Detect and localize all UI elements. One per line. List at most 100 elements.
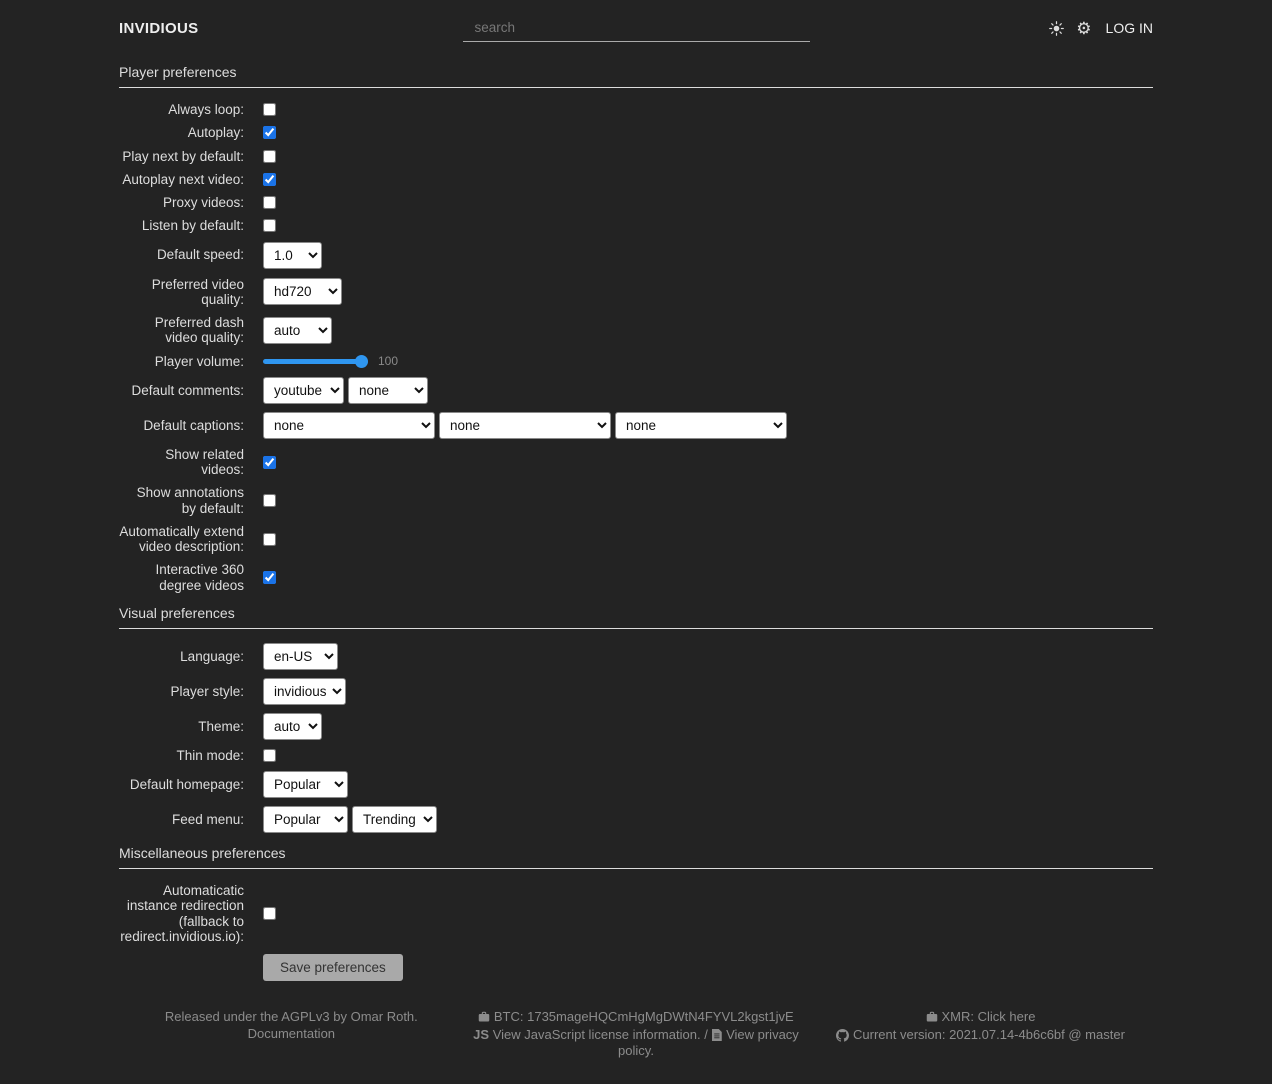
proxy-videos-label: Proxy videos: — [162, 195, 244, 210]
section-title-visual: Visual preferences — [119, 605, 1153, 629]
pref-row-autoplay: Autoplay: — [119, 125, 1153, 140]
pref-row-preferred-quality: Preferred video quality: hd720 — [119, 277, 1153, 308]
file-icon — [711, 1028, 723, 1044]
autoplay-label: Autoplay: — [187, 125, 244, 141]
js-license-link[interactable]: View JavaScript license information. — [492, 1026, 701, 1042]
section-title-player: Player preferences — [119, 64, 1153, 88]
theme-select[interactable]: auto — [263, 712, 322, 740]
thin-mode-label: Thin mode: — [176, 747, 244, 763]
pref-row-player-volume: Player volume: 100 — [119, 354, 1153, 369]
pref-row-feed-menu: Feed menu: Popular Trending — [119, 806, 1153, 833]
default-comments-select-1[interactable]: youtube — [263, 376, 344, 404]
pref-row-preferred-dash-quality: Preferred dash video quality: auto — [119, 315, 1153, 346]
listen-default-label: Listen by default: — [141, 218, 244, 234]
player-volume-label: Player volume: — [154, 353, 244, 369]
invidious-logo[interactable]: INVIDIOUS — [119, 19, 199, 37]
documentation-link[interactable]: Documentation — [247, 1025, 336, 1041]
proxy-videos-checkbox[interactable] — [263, 196, 276, 210]
default-speed-label: Default speed: — [156, 247, 244, 263]
default-speed-select[interactable]: 1.0 — [263, 241, 322, 269]
pref-row-autoplay-next: Autoplay next video: — [119, 172, 1153, 187]
save-preferences-button[interactable]: Save preferences — [263, 954, 403, 981]
preferences-gear-icon[interactable]: ⚙ — [1076, 18, 1092, 38]
github-icon — [836, 1028, 850, 1044]
pref-row-related-videos: Show related videos: — [119, 447, 1153, 478]
thin-mode-checkbox[interactable] — [263, 748, 276, 762]
vr-mode-checkbox[interactable] — [263, 571, 276, 584]
pref-row-proxy-videos: Proxy videos: — [119, 195, 1153, 210]
search-input[interactable] — [462, 14, 810, 42]
footer-middle: BTC: 1735mageHQCmHgMgDWtN4FYVL2kgst1jvE … — [464, 1009, 809, 1060]
player-style-select[interactable]: invidious — [263, 677, 346, 705]
theme-toggle-sun-icon[interactable] — [1049, 20, 1065, 36]
pref-row-default-speed: Default speed: 1.0 — [119, 241, 1153, 269]
footer-left: Released under the AGPLv3 by Omar Roth. … — [119, 1009, 464, 1060]
pref-row-thin-mode: Thin mode: — [119, 748, 1153, 763]
pref-row-always-loop: Always loop: — [119, 102, 1153, 117]
listen-default-checkbox[interactable] — [263, 219, 276, 233]
xmr-label: XMR: — [941, 1009, 975, 1024]
autoplay-checkbox[interactable] — [263, 126, 276, 140]
pref-row-language: Language: en-US — [119, 642, 1153, 670]
pref-row-default-comments: Default comments: youtube none — [119, 376, 1153, 404]
xmr-link[interactable]: Click here — [977, 1009, 1036, 1024]
annotations-checkbox[interactable] — [263, 494, 276, 507]
player-style-label: Player style: — [170, 683, 244, 699]
pref-row-auto-redirect: Automaticatic instance redirection (fall… — [119, 883, 1153, 944]
top-bar: INVIDIOUS ⚙ LOG IN — [0, 0, 1272, 42]
version-text: Current version: 2021.07.14-4b6c6bf @ ma… — [853, 1026, 1125, 1042]
footer-right: XMR: Click here Current version: 2021.07… — [808, 1009, 1153, 1060]
always-loop-checkbox[interactable] — [263, 103, 276, 117]
version-line: Current version: 2021.07.14-4b6c6bf @ ma… — [808, 1027, 1153, 1044]
btc-line: BTC: 1735mageHQCmHgMgDWtN4FYVL2kgst1jvE — [464, 1009, 809, 1026]
related-videos-checkbox[interactable] — [263, 455, 276, 469]
javascript-icon: JS — [473, 1026, 490, 1042]
annotations-label: Show annotations by default: — [136, 485, 244, 516]
feed-menu-select-2[interactable]: Trending — [352, 806, 437, 833]
wallet-icon — [478, 1010, 490, 1026]
always-loop-label: Always loop: — [168, 102, 244, 117]
default-comments-label: Default comments: — [131, 382, 244, 398]
auto-redirect-checkbox[interactable] — [263, 907, 276, 920]
extend-desc-checkbox[interactable] — [263, 532, 276, 546]
default-captions-select-3[interactable]: none — [615, 411, 787, 439]
player-volume-slider[interactable] — [263, 358, 368, 364]
default-captions-select-2[interactable]: none — [439, 411, 611, 439]
default-comments-select-2[interactable]: none — [348, 376, 428, 404]
preferred-quality-select[interactable]: hd720 — [263, 278, 342, 306]
pref-row-play-next: Play next by default: — [119, 149, 1153, 164]
pref-row-vr-mode: Interactive 360 degree videos — [119, 562, 1153, 593]
feed-menu-label: Feed menu: — [171, 811, 244, 827]
license-text: Released under the AGPLv3 by Omar Roth. — [164, 1009, 418, 1024]
default-captions-select-1[interactable]: none — [263, 411, 435, 439]
pref-row-homepage: Default homepage: Popular — [119, 771, 1153, 798]
extend-desc-label: Automatically extend video description: — [119, 523, 244, 554]
preferred-dash-quality-select[interactable]: auto — [263, 316, 332, 344]
homepage-label: Default homepage: — [129, 776, 244, 792]
section-title-misc: Miscellaneous preferences — [119, 845, 1153, 869]
pref-row-default-captions: Default captions: none none none — [119, 411, 1153, 439]
feed-menu-select-1[interactable]: Popular — [263, 806, 348, 833]
theme-label: Theme: — [198, 718, 244, 734]
login-link[interactable]: LOG IN — [1105, 20, 1153, 36]
vr-mode-label: Interactive 360 degree videos — [155, 562, 244, 593]
player-volume-value: 100 — [378, 354, 399, 369]
footer: Released under the AGPLv3 by Omar Roth. … — [119, 1009, 1153, 1084]
autoplay-next-checkbox[interactable] — [263, 172, 276, 186]
auto-redirect-label: Automaticatic instance redirection (fall… — [120, 883, 244, 944]
pref-row-extend-desc: Automatically extend video description: — [119, 524, 1153, 555]
pref-row-theme: Theme: auto — [119, 712, 1153, 740]
wallet-icon — [926, 1010, 938, 1026]
play-next-checkbox[interactable] — [263, 149, 276, 163]
autoplay-next-label: Autoplay next video: — [122, 171, 244, 187]
pref-row-player-style: Player style: invidious — [119, 677, 1153, 705]
pref-row-listen-default: Listen by default: — [119, 218, 1153, 233]
pref-row-annotations: Show annotations by default: — [119, 485, 1153, 516]
preferred-dash-quality-label: Preferred dash video quality: — [154, 315, 244, 346]
language-select[interactable]: en-US — [263, 642, 338, 670]
play-next-label: Play next by default: — [122, 148, 244, 164]
homepage-select[interactable]: Popular — [263, 771, 348, 798]
xmr-line: XMR: Click here — [808, 1009, 1153, 1026]
save-row: Save preferences — [119, 954, 1153, 981]
btc-address: BTC: 1735mageHQCmHgMgDWtN4FYVL2kgst1jvE — [493, 1009, 794, 1024]
